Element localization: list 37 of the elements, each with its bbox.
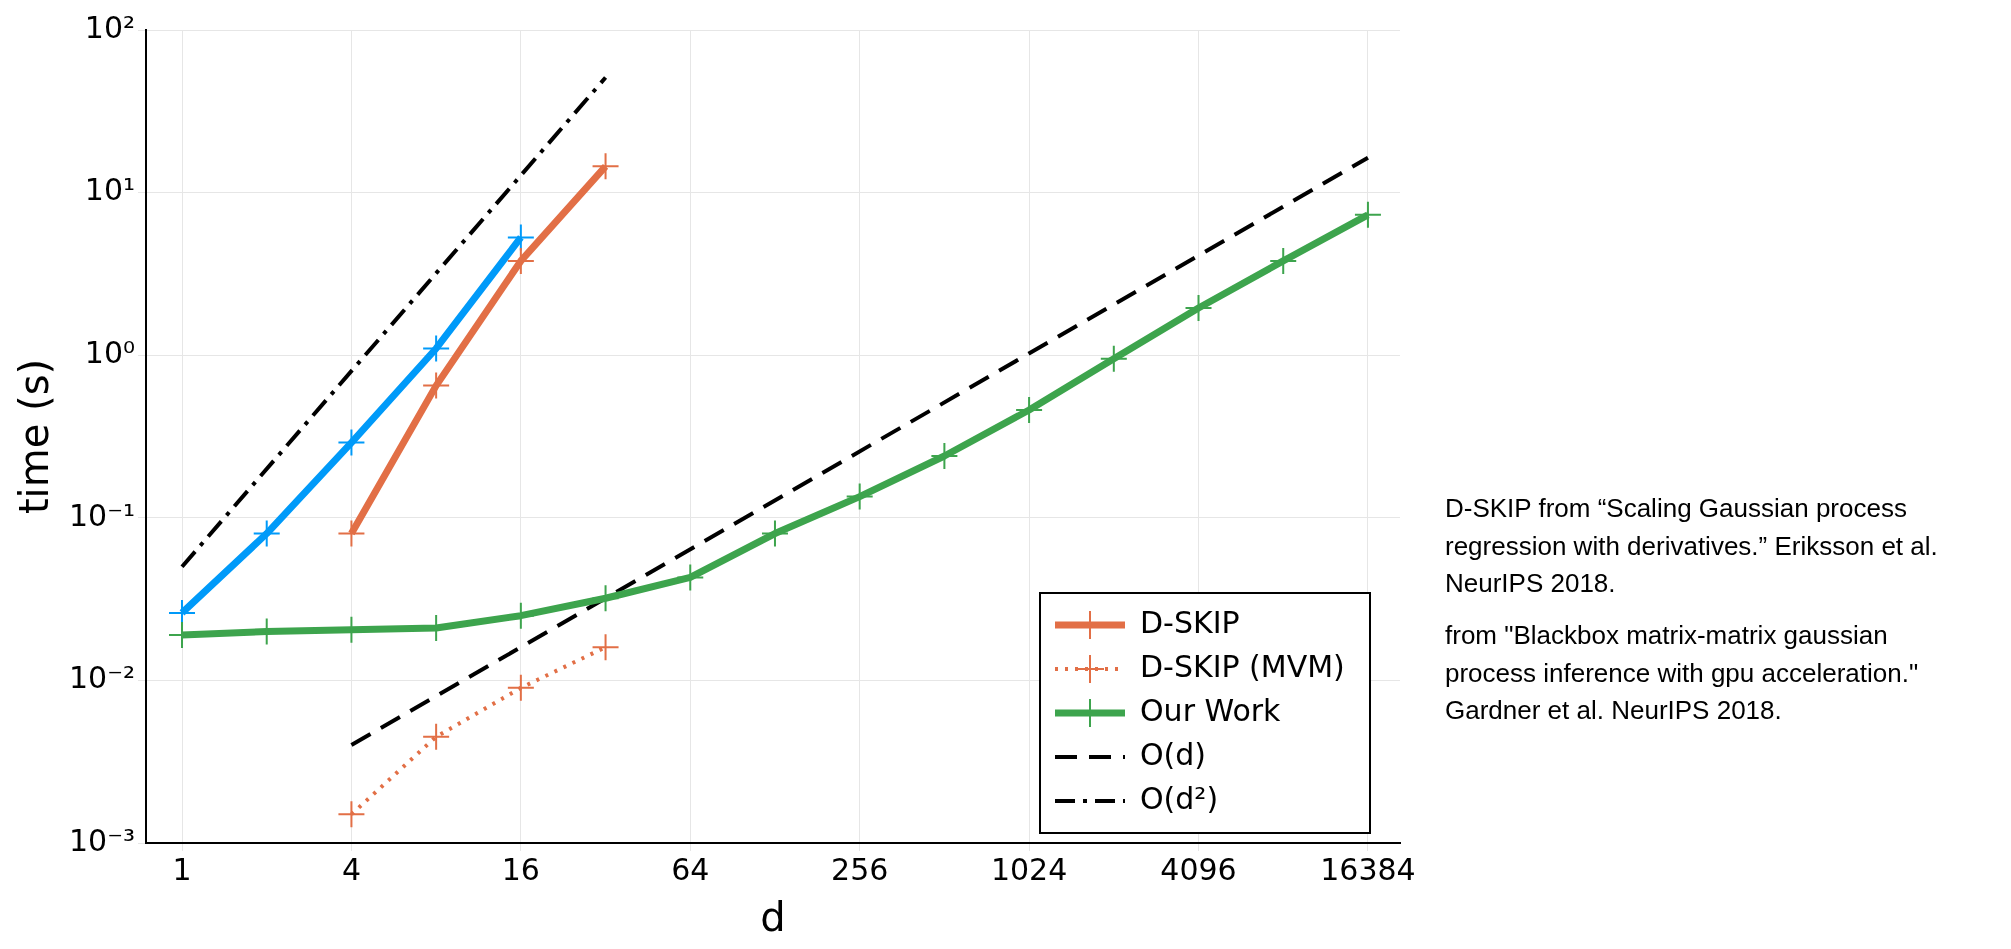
legend-label: Our Work (1140, 692, 1282, 728)
y-tick-label: 10¹ (84, 172, 136, 208)
text: D-SKIP from “Scaling Gaussian process regression with derivatives.” Eriksson et al. NeurIPS 2018. (1445, 492, 1939, 601)
y-tick-label: 10⁻¹ (68, 497, 136, 533)
point (338, 429, 365, 456)
point (423, 335, 450, 362)
point (1016, 397, 1043, 424)
x-tick-label: 4 (341, 851, 361, 887)
x-tick-label: 16 (501, 851, 540, 887)
x-tick-label: 1024 (990, 851, 1068, 887)
point (846, 483, 873, 510)
x-tick-label: 1 (172, 851, 192, 887)
x-axis-title: d (760, 894, 786, 941)
y-tick-label: 10⁻² (68, 660, 136, 696)
point (931, 442, 958, 469)
legend-label: O(d) (1140, 736, 1207, 772)
legend-label: O(d²) (1140, 780, 1219, 816)
point (507, 224, 534, 251)
y-tick-label: 10⁰ (84, 335, 136, 370)
point (1270, 247, 1297, 274)
text: from "Blackbox matrix-matrix gaussian process inference with gpu acceleration." Gardner et al. NeurIPS 2018. (1445, 619, 1920, 728)
point (1185, 295, 1212, 322)
point (677, 564, 704, 591)
point (1100, 345, 1127, 372)
x-tick-label: 4096 (1160, 851, 1237, 887)
y-axis-title: time (s) (11, 358, 58, 515)
point (253, 520, 280, 547)
y-tick-label: 10² (84, 9, 136, 45)
legend-label: D-SKIP (MVM) (1140, 648, 1345, 684)
y-tick-label: 10⁻³ (68, 822, 136, 858)
x-tick-label: 256 (831, 851, 889, 887)
x-tick-label: 64 (671, 851, 710, 887)
legend-label: D-SKIP (1140, 604, 1240, 640)
x-tick-label: 16384 (1320, 851, 1416, 887)
point (761, 520, 788, 547)
point (1354, 201, 1381, 228)
point (592, 585, 619, 612)
